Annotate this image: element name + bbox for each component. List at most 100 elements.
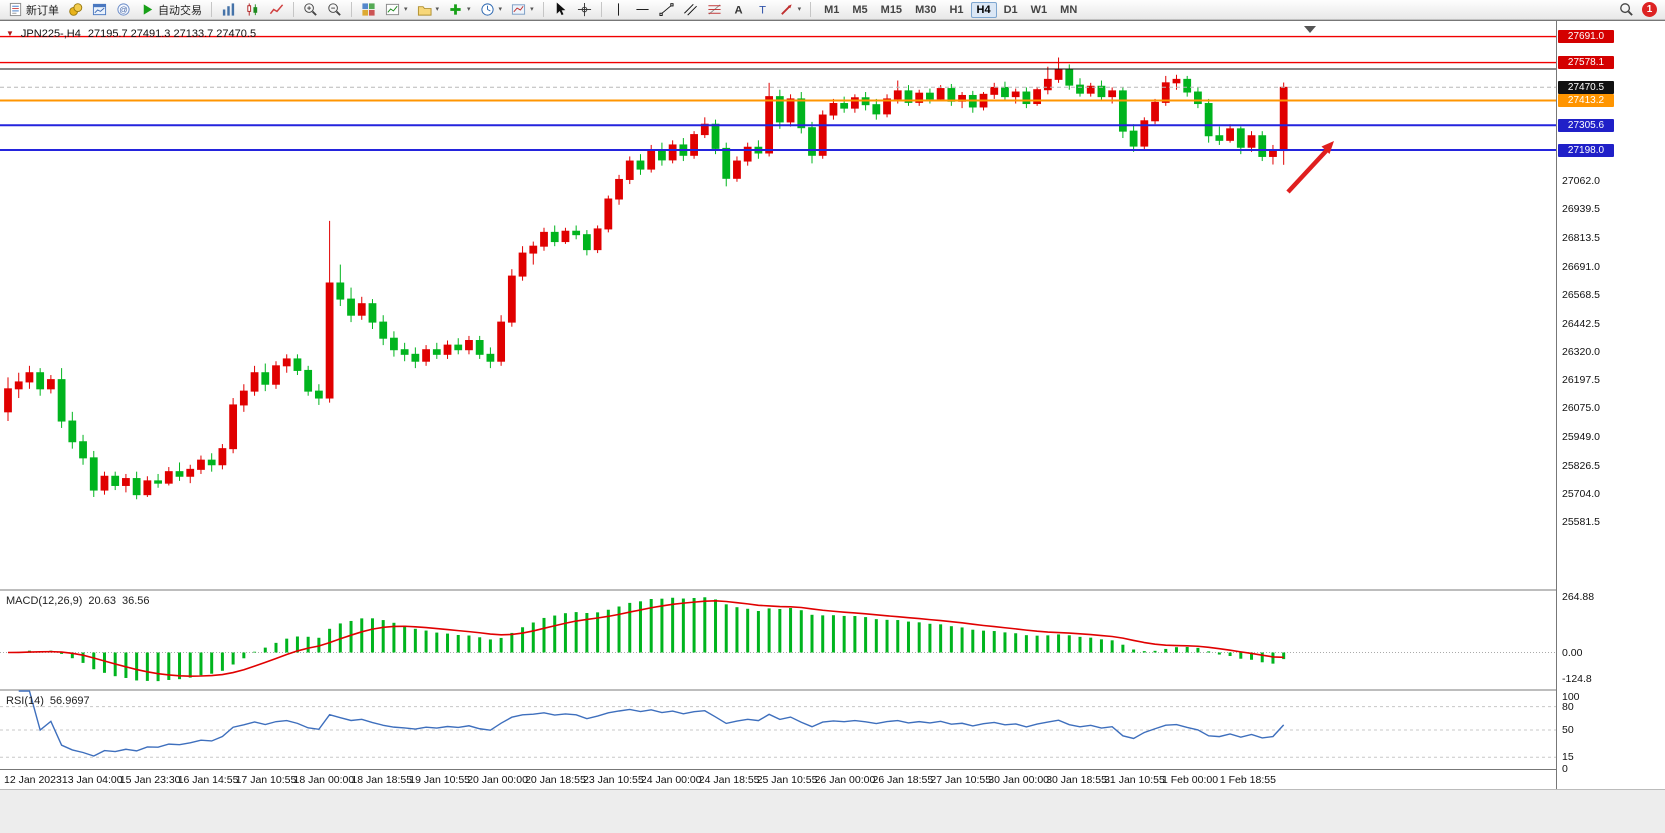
toolbar-separator (600, 2, 602, 17)
price-tick-label: 26813.5 (1562, 232, 1600, 245)
community-icon: @ (117, 3, 130, 16)
macd-scale-label: 264.88 (1562, 591, 1595, 604)
new-order-button[interactable]: 新订单 (4, 1, 63, 19)
chart-window: ▼ JPN225-,H4 27195.7 27491.3 27133.7 274… (0, 20, 1665, 833)
price-tick-label: 26442.5 (1562, 317, 1600, 330)
toolbar-separator (211, 2, 212, 17)
timeframe-button-h1[interactable]: H1 (949, 3, 964, 16)
hline-price-label[interactable]: 27578.1 (1558, 56, 1614, 70)
autotrading-button[interactable]: 自动交易 (136, 1, 206, 19)
timeframe-button-m30[interactable]: M30 (915, 3, 937, 16)
zoom-out-button[interactable] (323, 1, 346, 19)
line-chart-button[interactable] (265, 1, 288, 19)
macd-title: MACD(12,26,9) (6, 595, 83, 607)
charts-window-icon (92, 3, 107, 16)
horizontal-line-button[interactable] (631, 1, 654, 19)
market-button[interactable] (64, 1, 87, 19)
macd-scale-label: 0.00 (1562, 646, 1583, 659)
rsi-canvas[interactable] (0, 690, 1556, 769)
zoom-in-icon (304, 3, 317, 16)
tile-windows-icon (362, 3, 375, 16)
price-chart-canvas[interactable] (0, 23, 1556, 589)
cursor-arrow-icon (556, 2, 565, 16)
dropdown-caret-icon: ▾ (498, 6, 503, 13)
add-indicator-button[interactable]: ▾ (444, 1, 475, 19)
fibonacci-button[interactable] (703, 1, 726, 19)
zoom-out-icon (328, 3, 341, 16)
time-axis-label: 24 Jan 18:55 (698, 774, 760, 786)
price-tick-label: 26075.0 (1562, 402, 1600, 415)
timeframe-button-w1[interactable]: W1 (1030, 3, 1048, 16)
new-chart-button[interactable]: ▾ (381, 1, 412, 19)
time-axis[interactable]: 12 Jan 2023 13 Jan 04:00 15 Jan 23:30 16 Ja… (0, 769, 1556, 789)
bar-chart-icon (222, 3, 235, 16)
charts-window-button[interactable] (88, 1, 111, 19)
svg-text:T: T (759, 5, 766, 17)
rsi-scale-label: 80 (1562, 700, 1574, 713)
macd-splitter[interactable] (0, 589, 1556, 591)
candlestick-chart-button[interactable] (241, 1, 264, 19)
crosshair-button[interactable] (573, 1, 596, 19)
time-axis-label: 17 Jan 10:55 (235, 774, 297, 786)
text-button[interactable]: A (727, 1, 750, 19)
chart-shift-marker-icon[interactable] (1304, 26, 1316, 33)
chart-symbol-period: JPN225-,H4 (20, 28, 81, 40)
text-icon: A (734, 5, 742, 17)
timeframe-button-m5[interactable]: M5 (852, 3, 868, 16)
time-axis-label: 30 Jan 00:00 (988, 774, 1050, 786)
window-bottom-area (0, 789, 1665, 833)
time-axis-label: 1 Feb 00:00 (1162, 774, 1219, 786)
toolbar-separator (810, 2, 812, 17)
timeframe-button-d1[interactable]: D1 (1003, 3, 1018, 16)
new-order-label: 新订单 (26, 4, 59, 17)
bar-chart-button[interactable] (217, 1, 240, 19)
price-tick-label: 25826.5 (1562, 459, 1600, 472)
templates-button[interactable]: ▾ (507, 1, 538, 19)
price-tick-label: 26939.5 (1562, 203, 1600, 216)
timeframe-button-m15[interactable]: M15 (880, 3, 903, 16)
price-tick-label: 27062.0 (1562, 175, 1600, 188)
shapes-button[interactable]: ▾ (775, 1, 806, 19)
macd-canvas[interactable] (0, 591, 1556, 689)
timeframe-button-mn[interactable]: MN (1060, 3, 1078, 16)
search-icon[interactable] (1619, 2, 1634, 17)
horizontal-line-icon (635, 9, 649, 10)
autotrading-label: 自动交易 (158, 4, 202, 17)
rsi-splitter[interactable] (0, 689, 1556, 691)
timeframe-button-h4[interactable]: H4 (970, 1, 997, 18)
rsi-scale-label: 100 (1562, 691, 1580, 703)
periods-button[interactable]: ▾ (476, 1, 507, 19)
chart-title: ▼ JPN225-,H4 27195.7 27491.3 27133.7 274… (6, 28, 256, 40)
hline-price-label[interactable]: 27198.0 (1558, 143, 1614, 157)
time-axis-label: 31 Jan 10:55 (1104, 774, 1165, 786)
profiles-button[interactable]: ▾ (413, 1, 444, 19)
toolbar-separator (542, 2, 544, 17)
channel-button[interactable] (679, 1, 702, 19)
time-axis-label: 23 Jan 10:55 (583, 774, 644, 786)
hline-price-label[interactable]: 27691.0 (1558, 30, 1614, 44)
vertical-line-button[interactable] (607, 1, 630, 19)
time-axis-label: 20 Jan 00:00 (467, 774, 528, 786)
text-label-button[interactable]: T (751, 1, 774, 19)
time-axis-label: 26 Jan 18:55 (872, 774, 934, 786)
price-axis[interactable]: 27062.0 26939.5 26813.5 26691.0 26568.5 26442… (1556, 21, 1665, 789)
arrow-object-icon (780, 4, 792, 15)
community-button[interactable]: @ (112, 1, 135, 19)
hline-price-label[interactable]: 27413.2 (1558, 93, 1614, 107)
dropdown-caret-icon: ▾ (404, 6, 408, 13)
time-axis-label: 12 Jan 2023 (4, 774, 62, 786)
arrow-annotation[interactable] (1286, 141, 1334, 194)
time-axis-label: 26 Jan 00:00 (814, 774, 876, 786)
cursor-button[interactable] (549, 1, 572, 19)
tile-windows-button[interactable] (357, 1, 380, 19)
timeframe-button-m1[interactable]: M1 (824, 3, 840, 16)
macd-value-signal: 36.56 (121, 595, 150, 607)
hline-price-label[interactable]: 27305.6 (1558, 118, 1614, 132)
notification-badge[interactable]: 1 (1642, 2, 1657, 17)
trendline-button[interactable] (655, 1, 678, 19)
rsi-title: RSI(14) (6, 695, 44, 707)
price-tick-label: 25949.0 (1562, 431, 1600, 444)
zoom-in-button[interactable] (299, 1, 322, 19)
templates-icon (512, 4, 526, 15)
time-axis-label: 27 Jan 10:55 (930, 774, 992, 786)
